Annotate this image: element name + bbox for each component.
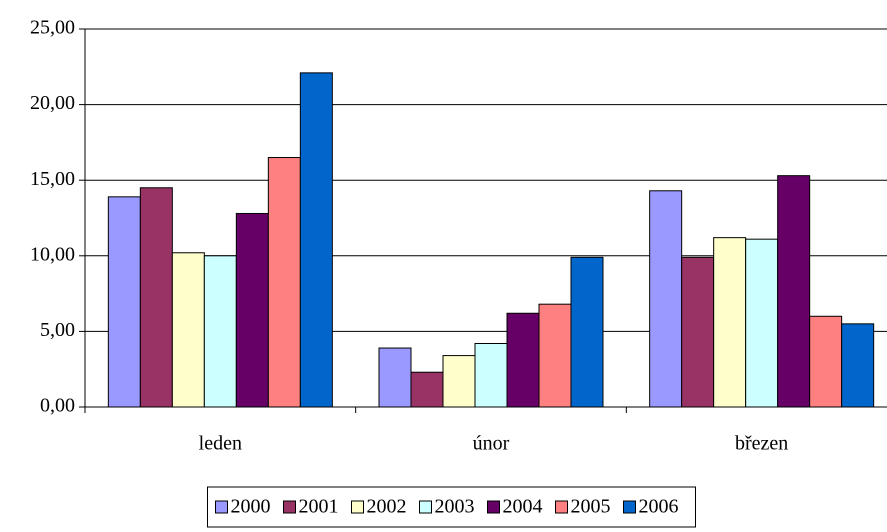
legend-swatch (351, 500, 364, 514)
bar (809, 315, 843, 408)
legend-label: 2004 (503, 496, 543, 518)
bar (745, 238, 779, 408)
bar (107, 196, 141, 408)
legend-label: 2005 (571, 496, 611, 518)
bar (267, 157, 301, 408)
legend-swatch (419, 500, 432, 514)
legend-swatch (555, 500, 568, 514)
y-tick-label: 15,00 (30, 168, 75, 190)
bar (203, 255, 237, 408)
y-tick-label: 20,00 (30, 92, 75, 114)
bar (139, 187, 173, 408)
bar (299, 72, 333, 408)
legend-swatch (623, 500, 636, 514)
x-tick-label: březen (735, 433, 788, 455)
x-tick-label: únor (473, 433, 510, 455)
legend-swatch (487, 500, 500, 514)
legend-label: 2001 (299, 496, 339, 518)
y-tick-label: 0,00 (40, 395, 75, 417)
x-tick-label: leden (199, 433, 242, 455)
bar (410, 371, 444, 408)
bar (378, 347, 412, 408)
bar (171, 252, 205, 408)
bar (777, 175, 811, 408)
bar (649, 190, 683, 408)
bar (538, 303, 572, 408)
y-tick-label: 5,00 (40, 319, 75, 341)
bar (681, 256, 715, 408)
bar (570, 256, 604, 408)
legend-label: 2003 (435, 496, 475, 518)
legend-swatch (283, 500, 296, 514)
legend-label: 2002 (367, 496, 407, 518)
bar (474, 342, 508, 408)
bar (713, 237, 747, 408)
legend-swatch (215, 500, 228, 514)
y-tick-label: 25,00 (30, 17, 75, 39)
y-tick-label: 10,00 (30, 243, 75, 265)
legend-label: 2000 (231, 496, 271, 518)
bar (235, 212, 269, 408)
bar (841, 323, 875, 408)
bar (442, 355, 476, 408)
legend-label: 2006 (639, 496, 679, 518)
bar (506, 312, 540, 408)
